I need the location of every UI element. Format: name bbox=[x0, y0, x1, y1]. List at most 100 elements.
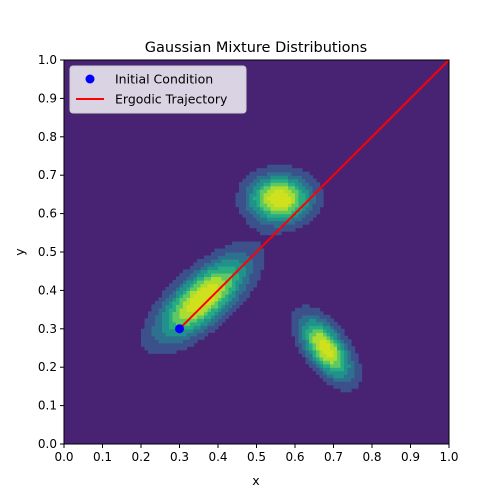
contour-cell bbox=[330, 335, 335, 340]
contour-cell bbox=[319, 328, 324, 333]
contour-cell bbox=[267, 164, 272, 169]
legend-initial-condition-label: Initial Condition bbox=[115, 72, 213, 87]
contour-cell bbox=[242, 276, 247, 281]
contour-cell bbox=[326, 321, 331, 326]
contour-cell bbox=[288, 192, 293, 197]
contour-cell bbox=[183, 318, 188, 323]
contour-cell bbox=[242, 178, 247, 183]
contour-cell bbox=[249, 258, 254, 264]
contour-cell bbox=[225, 307, 230, 312]
contour-cell bbox=[295, 203, 300, 208]
contour-cell bbox=[200, 279, 205, 285]
contour-cell bbox=[323, 325, 328, 330]
contour-cell bbox=[193, 300, 198, 305]
contour-cell bbox=[309, 353, 314, 358]
contour-cell bbox=[330, 325, 335, 330]
contour-cell bbox=[207, 283, 212, 288]
contour-cell bbox=[183, 269, 188, 274]
contour-cell bbox=[183, 276, 188, 281]
contour-cell bbox=[351, 367, 356, 372]
contour-cell bbox=[291, 203, 296, 208]
contour-cell bbox=[165, 293, 170, 298]
contour-cell bbox=[330, 363, 335, 368]
contour-cell bbox=[253, 175, 258, 180]
contour-cell bbox=[316, 314, 321, 319]
contour-cell bbox=[200, 262, 205, 267]
contour-cell bbox=[253, 276, 258, 281]
contour-cell bbox=[141, 332, 146, 337]
contour-cell bbox=[228, 304, 233, 309]
contour-cell bbox=[260, 227, 265, 232]
contour-cell bbox=[162, 335, 167, 340]
contour-cell bbox=[333, 339, 338, 344]
contour-cell bbox=[232, 279, 237, 285]
contour-cell bbox=[218, 258, 223, 264]
y-tick-label: 0.2 bbox=[38, 360, 57, 374]
contour-cell bbox=[358, 367, 363, 372]
contour-cell bbox=[232, 290, 237, 295]
contour-cell bbox=[288, 196, 293, 201]
contour-cell bbox=[246, 286, 251, 291]
contour-cell bbox=[179, 290, 184, 295]
contour-cell bbox=[232, 283, 237, 288]
contour-cell bbox=[193, 335, 198, 340]
contour-cell bbox=[200, 314, 205, 319]
trajectory-line bbox=[178, 60, 449, 330]
contour-cell bbox=[239, 203, 244, 208]
contour-cell bbox=[298, 339, 303, 344]
contour-cell bbox=[197, 332, 202, 337]
contour-cell bbox=[228, 272, 233, 278]
contour-cell bbox=[253, 185, 258, 190]
contour-cell bbox=[298, 203, 303, 208]
contour-cell bbox=[169, 321, 174, 326]
contour-cell bbox=[228, 245, 233, 250]
contour-cell bbox=[169, 304, 174, 309]
contour-cell bbox=[302, 311, 307, 316]
y-tick-label: 0.4 bbox=[38, 283, 57, 297]
contour-cell bbox=[214, 248, 219, 253]
contour-cell bbox=[186, 332, 191, 337]
contour-cell bbox=[312, 353, 317, 358]
contour-cell bbox=[249, 265, 254, 271]
contour-cell bbox=[291, 196, 296, 201]
contour-cell bbox=[260, 255, 265, 260]
contour-cell bbox=[256, 192, 261, 197]
contour-cell bbox=[267, 227, 272, 232]
contour-cell bbox=[211, 321, 216, 326]
contour-cell bbox=[274, 199, 279, 204]
contour-cell bbox=[144, 335, 149, 340]
contour-cell bbox=[316, 328, 321, 333]
contour-cell bbox=[148, 335, 153, 340]
contour-cell bbox=[193, 290, 198, 295]
contour-cell bbox=[249, 269, 254, 274]
contour-cell bbox=[144, 342, 149, 347]
contour-cell bbox=[260, 258, 265, 264]
contour-cell bbox=[270, 175, 275, 180]
contour-cell bbox=[207, 314, 212, 319]
contour-cell bbox=[270, 182, 275, 187]
contour-cell bbox=[169, 328, 174, 333]
contour-cell bbox=[284, 217, 289, 222]
contour-cell bbox=[277, 175, 282, 180]
contour-cell bbox=[179, 339, 184, 344]
contour-cell bbox=[155, 307, 160, 312]
contour-cell bbox=[288, 227, 293, 232]
contour-cell bbox=[347, 363, 352, 368]
contour-cell bbox=[249, 189, 254, 194]
contour-cell bbox=[183, 342, 188, 347]
contour-cell bbox=[204, 293, 209, 298]
contour-cell bbox=[270, 220, 275, 225]
contour-cell bbox=[260, 199, 265, 204]
contour-cell bbox=[148, 325, 153, 330]
contour-cell bbox=[305, 360, 310, 365]
contour-cell bbox=[309, 321, 314, 326]
contour-cell bbox=[242, 269, 247, 274]
contour-cell bbox=[155, 304, 160, 309]
contour-cell bbox=[295, 217, 300, 222]
contour-cell bbox=[316, 353, 321, 358]
contour-cell bbox=[235, 293, 240, 298]
contour-cell bbox=[186, 276, 191, 281]
contour-cell bbox=[148, 349, 153, 354]
contour-cell bbox=[326, 381, 331, 386]
contour-cell bbox=[312, 325, 317, 330]
